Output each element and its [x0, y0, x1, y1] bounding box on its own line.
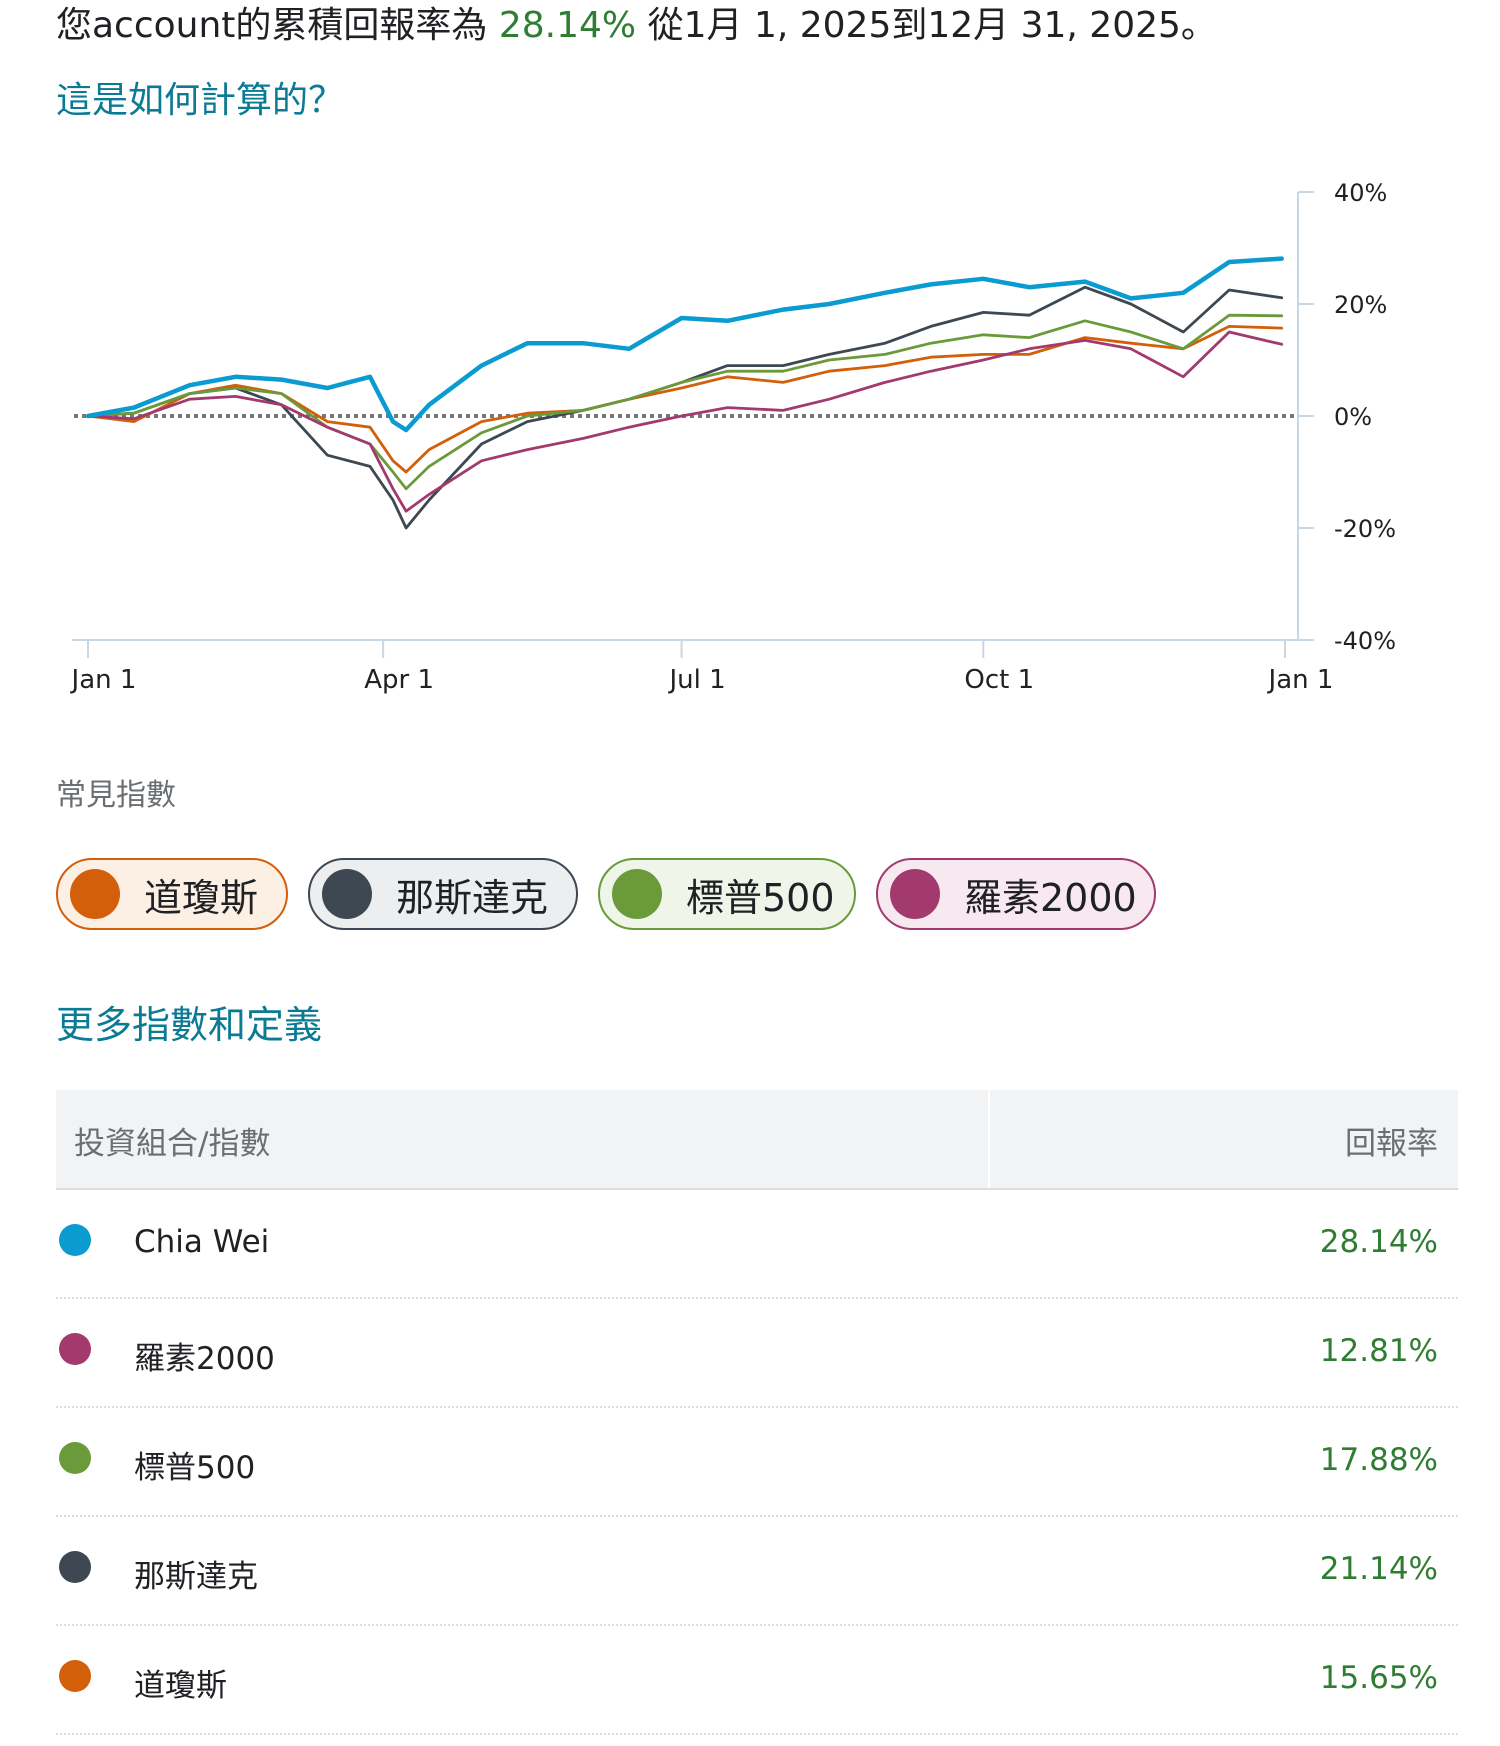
headline-suffix: 從1月 1, 2025到12月 31, 2025。: [636, 5, 1217, 46]
more-indices-link[interactable]: 更多指數和定義: [56, 1003, 323, 1047]
x-tick-label: Jul 1: [667, 665, 725, 695]
row-name: Chia Wei: [134, 1224, 270, 1260]
series-color-dot: [59, 1224, 91, 1256]
row-name: 那斯達克: [134, 1559, 258, 1595]
russell-2000-color-dot: [890, 869, 940, 919]
series-color-dot: [59, 1551, 91, 1583]
table-row: Chia Wei 28.14%: [56, 1190, 1458, 1299]
row-name: 羅素2000: [134, 1341, 275, 1377]
chip-label: 道瓊斯: [144, 875, 259, 920]
column-divider: [988, 1090, 990, 1188]
series-line-2: [86, 313, 1284, 491]
series-color-dot: [59, 1333, 91, 1365]
y-tick-label: -20%: [1334, 515, 1396, 543]
chip-nasdaq[interactable]: 那斯達克: [308, 858, 578, 930]
y-tick-label: 20%: [1334, 291, 1387, 319]
return-headline: 您account的累積回報率為 28.14% 從1月 1, 2025到12月 3…: [56, 2, 1217, 50]
common-indices-label: 常見指數: [56, 778, 176, 813]
table-header: 投資組合/指數 回報率: [56, 1090, 1458, 1190]
headline-return-value: 28.14%: [498, 5, 637, 46]
row-name: 標普500: [134, 1450, 256, 1486]
sp500-color-dot: [612, 869, 662, 919]
row-name: 道瓊斯: [134, 1668, 227, 1704]
nasdaq-color-dot: [322, 869, 372, 919]
y-tick-label: 0%: [1334, 403, 1372, 431]
series-line-1: [86, 330, 1284, 513]
x-tick-label: Oct 1: [964, 665, 1034, 695]
table-row: 羅素2000 12.81%: [56, 1299, 1458, 1408]
row-return: 21.14%: [1319, 1551, 1438, 1587]
column-header-portfolio: 投資組合/指數: [74, 1126, 271, 1162]
y-tick-label: -40%: [1334, 627, 1396, 655]
series-line-3: [86, 285, 1284, 530]
chip-label: 標普500: [686, 875, 835, 920]
table-row: 道瓊斯 15.65%: [56, 1626, 1458, 1735]
x-tick-label: Jan 1: [1267, 665, 1334, 695]
row-return: 17.88%: [1319, 1442, 1438, 1478]
chip-label: 羅素2000: [964, 875, 1137, 920]
chip-label: 那斯達克: [396, 875, 549, 920]
series-color-dot: [59, 1442, 91, 1474]
x-tick-label: Jan 1: [70, 665, 137, 695]
column-header-return: 回報率: [1345, 1126, 1438, 1162]
returns-table: 投資組合/指數 回報率 Chia Wei 28.14% 羅素2000 12.81…: [56, 1090, 1458, 1735]
chip-russell-2000[interactable]: 羅素2000: [876, 858, 1156, 930]
row-return: 28.14%: [1319, 1224, 1438, 1260]
table-row: 標普500 17.88%: [56, 1408, 1458, 1517]
returns-chart: 40%20%0%-20%-40%Jan 1 Apr 1 Jul 1 Oct 1 Jan …: [70, 179, 1396, 695]
dow-jones-color-dot: [70, 869, 120, 919]
how-calculated-link[interactable]: 這是如何計算的？: [56, 80, 345, 121]
chip-dow-jones[interactable]: 道瓊斯: [56, 858, 288, 930]
headline-prefix: 您account的累積回報率為: [56, 5, 499, 46]
table-row: 那斯達克 21.14%: [56, 1517, 1458, 1626]
series-line-0: [85, 256, 1284, 433]
x-tick-label: Apr 1: [364, 665, 434, 695]
chip-sp500[interactable]: 標普500: [598, 858, 856, 930]
series-color-dot: [59, 1660, 91, 1692]
row-return: 12.81%: [1319, 1333, 1438, 1369]
y-tick-label: 40%: [1334, 179, 1387, 207]
row-return: 15.65%: [1319, 1660, 1438, 1696]
